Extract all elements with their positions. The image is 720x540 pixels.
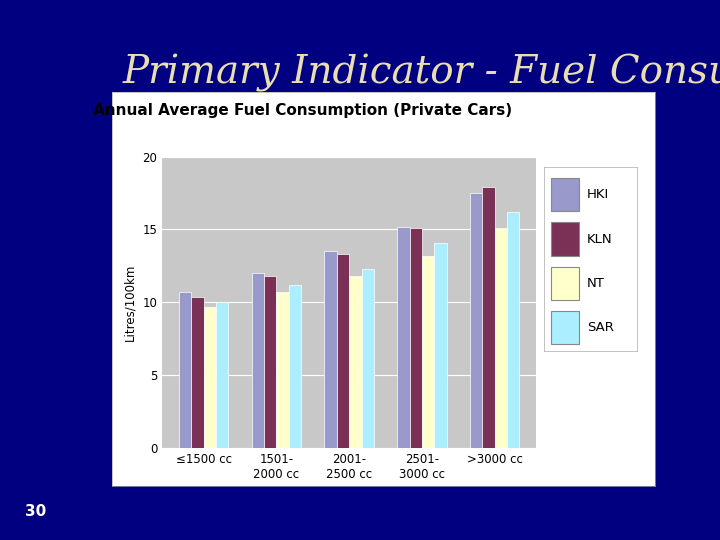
Bar — [397, 227, 410, 448]
Bar — [216, 302, 228, 448]
Bar — [422, 256, 434, 448]
Text: Primary Indicator - Fuel Consumption: Primary Indicator - Fuel Consumption — [122, 54, 720, 92]
Bar — [325, 252, 337, 448]
Bar — [470, 193, 482, 448]
Bar — [482, 187, 495, 448]
Bar — [349, 276, 361, 448]
Bar — [192, 296, 204, 448]
Text: HKI: HKI — [587, 188, 609, 201]
Bar — [264, 276, 276, 448]
Bar — [410, 228, 422, 448]
Text: KLN: KLN — [587, 233, 612, 246]
Text: Annual Average Fuel Consumption (Private Cars): Annual Average Fuel Consumption (Private… — [93, 103, 512, 118]
Bar — [551, 267, 579, 300]
Bar — [551, 222, 579, 255]
Bar — [204, 307, 216, 448]
Text: SAR: SAR — [587, 321, 613, 334]
Text: 30: 30 — [25, 504, 47, 519]
Bar — [252, 273, 264, 448]
Bar — [434, 242, 446, 448]
Y-axis label: Litres/100km: Litres/100km — [124, 264, 137, 341]
Bar — [551, 178, 579, 212]
Text: NT: NT — [587, 276, 605, 289]
Bar — [337, 254, 349, 448]
Bar — [495, 228, 507, 448]
Bar — [507, 212, 519, 448]
Bar — [289, 285, 301, 448]
Bar — [276, 292, 289, 448]
Bar — [179, 292, 192, 448]
Bar — [551, 310, 579, 343]
Bar — [361, 269, 374, 448]
